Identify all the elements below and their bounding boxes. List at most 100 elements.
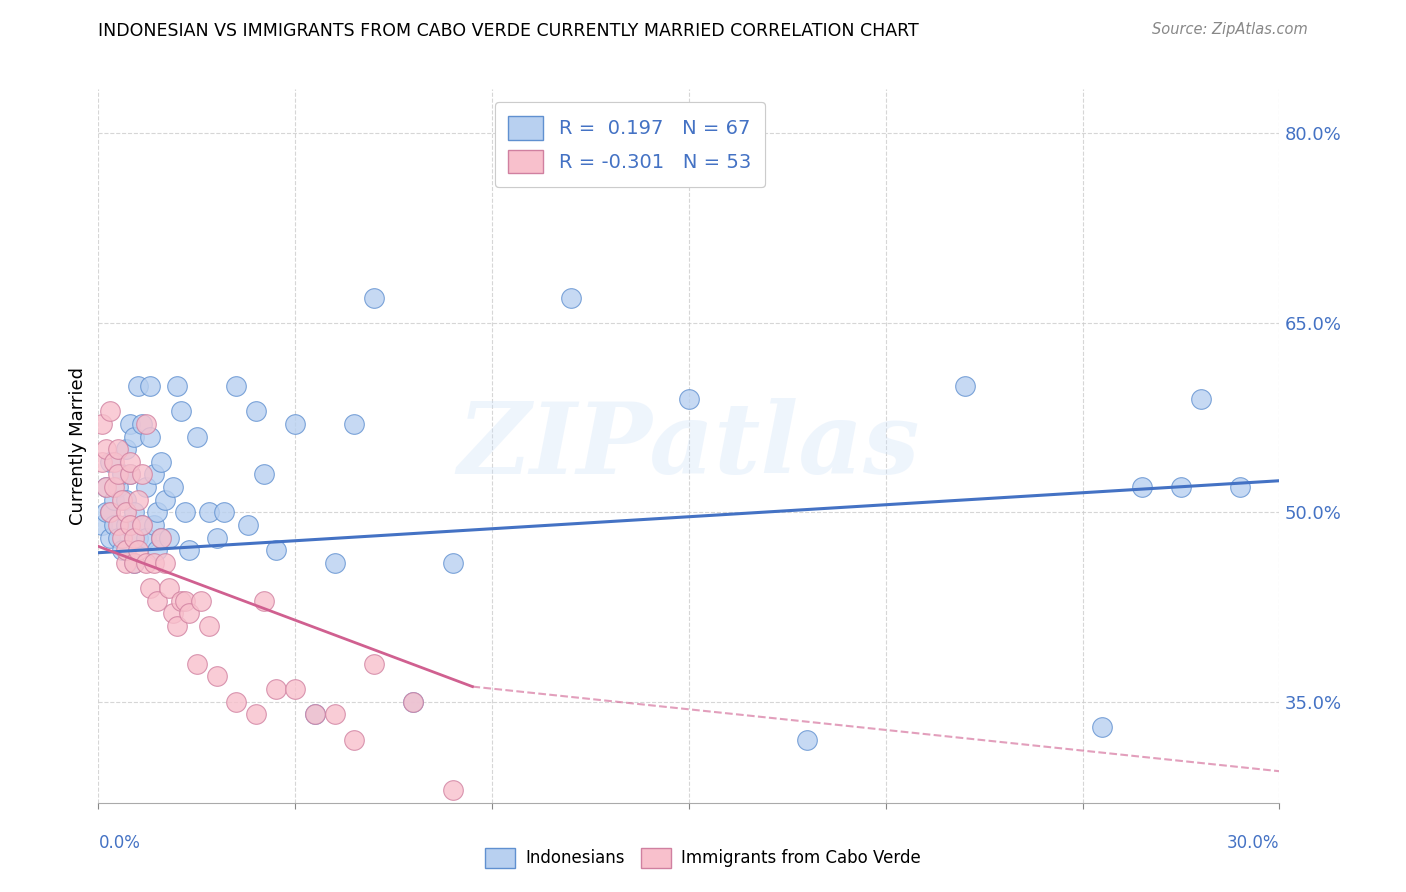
- Point: [127, 543, 149, 558]
- Point: [1189, 392, 1212, 406]
- Point: [402, 695, 425, 709]
- Point: [135, 531, 157, 545]
- Point: [146, 543, 169, 558]
- Point: [177, 543, 200, 558]
- Point: [343, 732, 366, 747]
- Point: [205, 669, 228, 683]
- Point: [186, 429, 208, 443]
- Point: [131, 517, 153, 532]
- Point: [122, 556, 145, 570]
- Point: [245, 707, 267, 722]
- Point: [560, 291, 582, 305]
- Point: [166, 379, 188, 393]
- Point: [177, 607, 200, 621]
- Point: [174, 593, 197, 607]
- Point: [284, 682, 307, 697]
- Point: [103, 492, 125, 507]
- Point: [103, 480, 125, 494]
- Point: [225, 695, 247, 709]
- Point: [122, 556, 145, 570]
- Point: [150, 531, 173, 545]
- Point: [170, 404, 193, 418]
- Point: [264, 543, 287, 558]
- Point: [96, 480, 118, 494]
- Point: [98, 455, 121, 469]
- Point: [138, 581, 160, 595]
- Text: Source: ZipAtlas.com: Source: ZipAtlas.com: [1152, 22, 1308, 37]
- Point: [107, 531, 129, 545]
- Point: [107, 467, 129, 482]
- Point: [264, 682, 287, 697]
- Point: [122, 505, 145, 519]
- Point: [441, 556, 464, 570]
- Point: [115, 442, 138, 457]
- Point: [118, 517, 141, 532]
- Point: [91, 417, 114, 431]
- Point: [170, 593, 193, 607]
- Point: [127, 531, 149, 545]
- Point: [142, 556, 165, 570]
- Point: [98, 531, 121, 545]
- Point: [796, 732, 818, 747]
- Point: [118, 467, 141, 482]
- Point: [304, 707, 326, 722]
- Point: [236, 517, 259, 532]
- Point: [162, 607, 184, 621]
- Point: [118, 417, 141, 431]
- Point: [157, 531, 180, 545]
- Point: [107, 442, 129, 457]
- Point: [1229, 480, 1251, 494]
- Point: [245, 404, 267, 418]
- Point: [214, 505, 236, 519]
- Point: [953, 379, 976, 393]
- Legend: R =  0.197   N = 67, R = -0.301   N = 53: R = 0.197 N = 67, R = -0.301 N = 53: [495, 103, 765, 187]
- Point: [174, 505, 197, 519]
- Point: [131, 467, 153, 482]
- Point: [253, 593, 276, 607]
- Point: [118, 467, 141, 482]
- Point: [115, 505, 138, 519]
- Point: [142, 517, 165, 532]
- Point: [363, 291, 385, 305]
- Point: [111, 467, 134, 482]
- Point: [107, 517, 129, 532]
- Point: [138, 379, 160, 393]
- Point: [111, 492, 134, 507]
- Point: [253, 467, 276, 482]
- Point: [96, 505, 118, 519]
- Point: [98, 404, 121, 418]
- Point: [135, 556, 157, 570]
- Point: [127, 379, 149, 393]
- Point: [197, 619, 219, 633]
- Point: [107, 480, 129, 494]
- Point: [115, 556, 138, 570]
- Point: [323, 556, 346, 570]
- Point: [118, 455, 141, 469]
- Point: [157, 581, 180, 595]
- Point: [150, 531, 173, 545]
- Point: [150, 455, 173, 469]
- Point: [197, 505, 219, 519]
- Point: [103, 455, 125, 469]
- Point: [441, 783, 464, 797]
- Point: [142, 467, 165, 482]
- Point: [284, 417, 307, 431]
- Legend: Indonesians, Immigrants from Cabo Verde: Indonesians, Immigrants from Cabo Verde: [478, 841, 928, 875]
- Point: [1130, 480, 1153, 494]
- Point: [118, 517, 141, 532]
- Point: [127, 492, 149, 507]
- Point: [146, 593, 169, 607]
- Point: [115, 543, 138, 558]
- Point: [98, 505, 121, 519]
- Point: [131, 517, 153, 532]
- Point: [155, 492, 177, 507]
- Point: [96, 442, 118, 457]
- Point: [146, 505, 169, 519]
- Point: [1170, 480, 1192, 494]
- Point: [1091, 720, 1114, 734]
- Point: [91, 517, 114, 532]
- Point: [135, 417, 157, 431]
- Point: [91, 455, 114, 469]
- Point: [323, 707, 346, 722]
- Point: [363, 657, 385, 671]
